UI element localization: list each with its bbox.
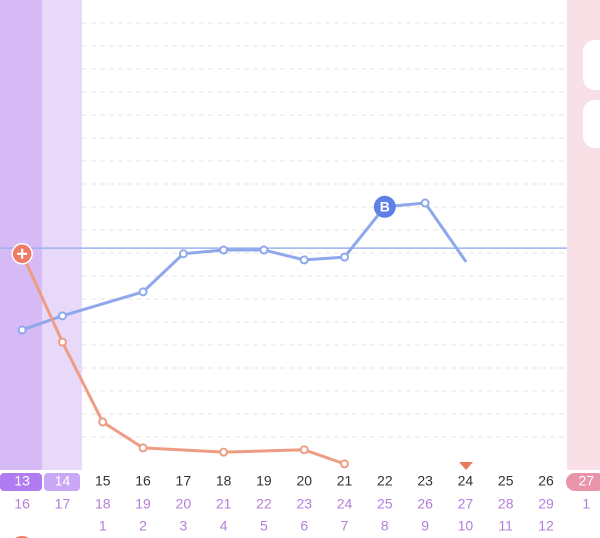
period-band: [0, 0, 42, 470]
day-label: 13: [14, 473, 30, 489]
date-label: 27: [458, 496, 474, 512]
day-label: 21: [337, 473, 353, 489]
day-label: 14: [55, 473, 71, 489]
data-point: [138, 443, 148, 453]
data-point: [420, 198, 430, 208]
cycle-day-label: 9: [421, 518, 429, 534]
day-label: 18: [216, 473, 232, 489]
annotation-marker: [373, 195, 396, 218]
cycle-day-label: 12: [538, 518, 554, 534]
day-label: 15: [95, 473, 111, 489]
date-label: 23: [296, 496, 312, 512]
data-point: [98, 417, 108, 427]
data-point: [299, 445, 309, 455]
grid: [82, 22, 567, 438]
date-label: 28: [498, 496, 514, 512]
date-label: 16: [14, 496, 30, 512]
day-label: 17: [176, 473, 192, 489]
cycle-day-label: 11: [498, 518, 513, 534]
cycle-day-label: 3: [179, 518, 187, 534]
ovulation-marker: [459, 462, 473, 470]
day-label: 24: [458, 473, 474, 489]
data-point: [219, 245, 229, 255]
data-point: [340, 459, 350, 469]
data-point: [17, 325, 27, 335]
cycle-day-label: 5: [260, 518, 268, 534]
data-point: [299, 255, 309, 265]
day-label: 20: [296, 473, 312, 489]
date-label: 20: [176, 496, 192, 512]
date-label: 26: [417, 496, 433, 512]
fertile-band: [42, 0, 82, 470]
data-point: [219, 447, 229, 457]
data-point: [57, 337, 67, 347]
data-point: [138, 287, 148, 297]
cycle-day-label: 7: [341, 518, 349, 534]
side-card[interactable]: [583, 100, 600, 148]
data-point: [57, 311, 67, 321]
cycle-day-label: 4: [220, 518, 228, 534]
date-label: 24: [337, 496, 353, 512]
date-label: 19: [135, 496, 151, 512]
data-point: [178, 249, 188, 259]
date-label: 25: [377, 496, 393, 512]
series-line: [20, 201, 467, 332]
date-label: 17: [55, 496, 71, 512]
date-label: 21: [216, 496, 232, 512]
cycle-day-label: 10: [458, 518, 474, 534]
day-label: 19: [256, 473, 272, 489]
plus-icon: [17, 248, 28, 259]
day-label: 26: [538, 473, 554, 489]
day-label: 22: [377, 473, 393, 489]
day-pill: [566, 473, 600, 491]
date-label: 22: [256, 496, 272, 512]
data-point: [340, 252, 350, 262]
day-pill: [0, 473, 42, 491]
day-pill: [44, 473, 80, 491]
cycle-day-label: 8: [381, 518, 389, 534]
day-label: 23: [417, 473, 433, 489]
annotation-label: B: [380, 199, 390, 215]
day-label: 16: [135, 473, 151, 489]
date-label: 29: [538, 496, 554, 512]
side-card[interactable]: [583, 40, 600, 90]
date-label: 18: [95, 496, 111, 512]
date-label: 1: [582, 496, 590, 512]
cycle-day-label: 1: [99, 518, 107, 534]
data-point: [259, 245, 269, 255]
day-label: 27: [579, 473, 595, 489]
day-label: 25: [498, 473, 514, 489]
cycle-day-label: 2: [139, 518, 147, 534]
cycle-day-label: 6: [300, 518, 308, 534]
